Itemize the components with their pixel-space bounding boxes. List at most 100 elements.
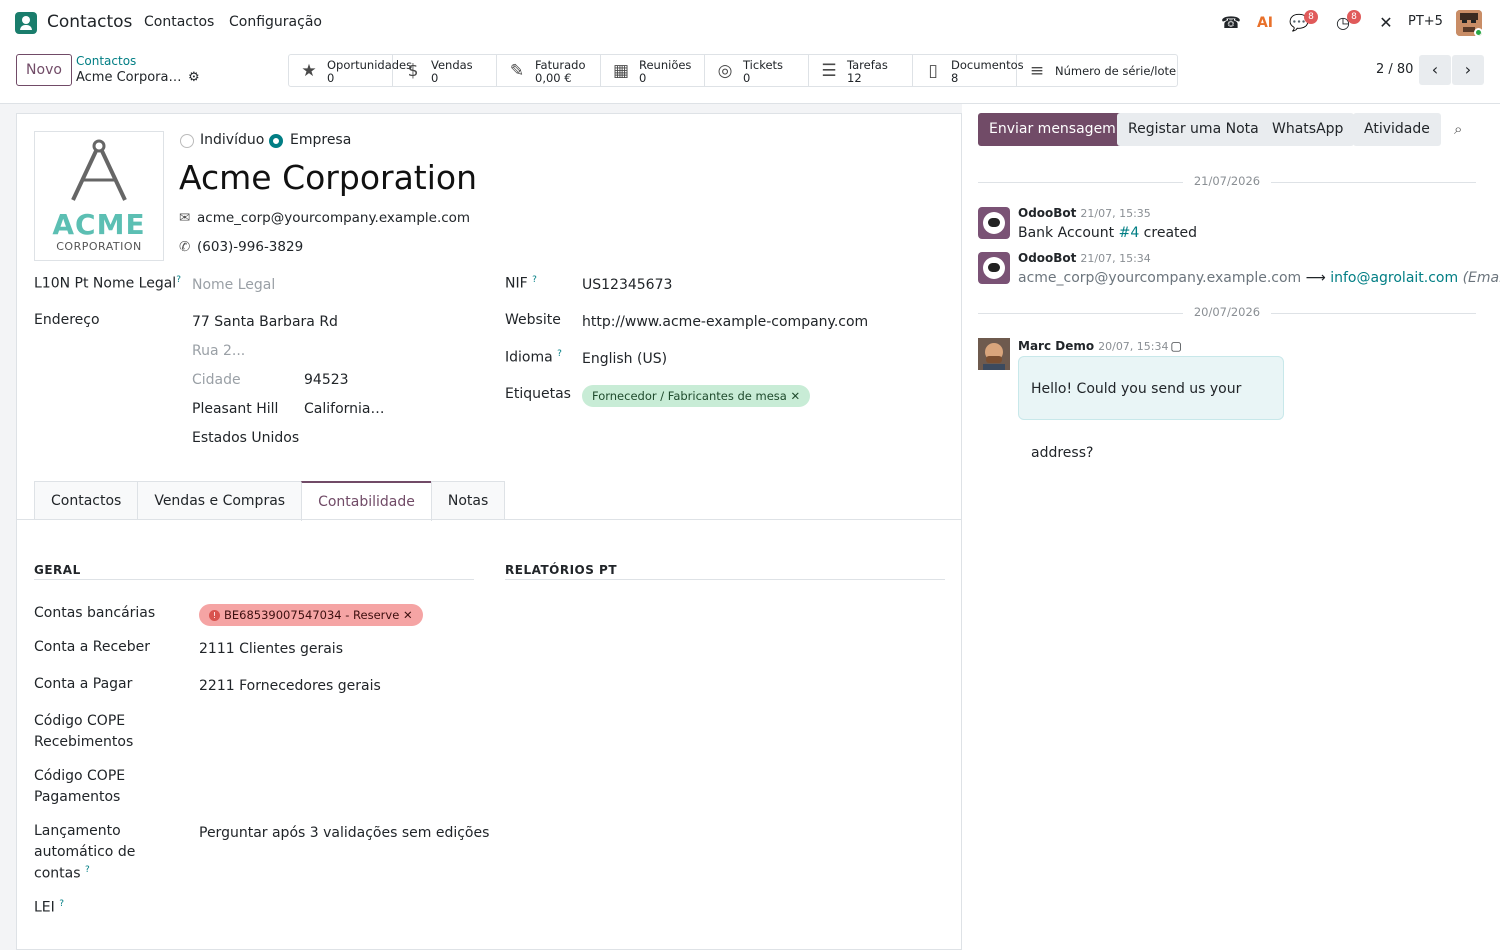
date-separator: 21/07/2026 (978, 174, 1476, 190)
activity-button[interactable]: Atividade (1353, 113, 1441, 146)
new-value-link[interactable]: info@agrolait.com (1330, 270, 1459, 286)
help-icon[interactable]: ? (532, 275, 537, 285)
bank-account-link[interactable]: #4 (1118, 225, 1140, 241)
smart-value: 0 (743, 71, 751, 85)
smart-button-faturado[interactable]: ✎ Faturado 0,00 € (497, 55, 601, 86)
help-icon[interactable]: ? (84, 865, 90, 875)
legal-name-input[interactable]: Nome Legal (192, 277, 276, 293)
radio-company-label[interactable]: Empresa (290, 132, 352, 148)
city-input[interactable]: Pleasant Hill (192, 401, 279, 417)
receivable-label: Conta a Receber (34, 639, 151, 655)
vat-input[interactable]: US12345673 (582, 277, 673, 293)
discuss-icon[interactable]: 💬 (1289, 13, 1309, 32)
smart-value: 0,00 € (535, 71, 572, 85)
tab-vendas-compras[interactable]: Vendas e Compras (137, 481, 303, 520)
phone-value: (603)-996-3829 (197, 239, 304, 255)
invoice-edit-icon: ✎ (509, 61, 525, 81)
country-select[interactable]: Estados Unidos (192, 430, 300, 446)
gear-icon[interactable]: ⚙ (188, 70, 200, 85)
log-note-button[interactable]: Registar uma Nota (1117, 113, 1270, 146)
pager-previous-icon[interactable]: ‹ (1419, 55, 1451, 85)
menu-contactos[interactable]: Contactos (144, 14, 215, 30)
language-select[interactable]: English (US) (582, 351, 668, 367)
company-name-field[interactable]: Acme Corporation (179, 158, 478, 197)
tag-fornecedor[interactable]: Fornecedor / Fabricantes de mesa ✕ (582, 385, 811, 407)
payable-select[interactable]: 2211 Fornecedores gerais (199, 678, 381, 694)
lei-label: LEI ? (34, 899, 65, 916)
app-name[interactable]: Contactos (47, 12, 133, 32)
company-logo[interactable]: ACME CORPORATION (34, 131, 164, 261)
tab-notas[interactable]: Notas (430, 481, 506, 520)
payable-label: Conta a Pagar (34, 676, 133, 692)
tab-contactos[interactable]: Contactos (34, 481, 139, 520)
tab-divider (17, 519, 961, 520)
smart-value: 0 (639, 71, 647, 85)
smart-button-reunioes[interactable]: ▦ Reuniões 0 (601, 55, 705, 86)
bank-accounts-label: Contas bancárias (34, 605, 156, 621)
street-input[interactable]: 77 Santa Barbara Rd (192, 314, 338, 330)
cope-receipts-label-2: Recebimentos (34, 734, 134, 750)
smart-button-lotes[interactable]: ≡ Número de série/lote (1017, 55, 1177, 86)
logo-text: ACME (52, 208, 146, 241)
auto-post-select[interactable]: Perguntar após 3 validações sem edições (199, 825, 490, 841)
section-divider (34, 579, 474, 580)
discuss-badge: 8 (1304, 10, 1318, 24)
zip-input[interactable]: 94523 (304, 372, 349, 388)
user-avatar[interactable] (1456, 10, 1482, 36)
tools-icon[interactable]: ✕ (1379, 13, 1393, 32)
email-field[interactable]: ✉ acme_corp@yourcompany.example.com (179, 210, 470, 226)
dollar-icon: $ (407, 61, 419, 81)
remove-tag-icon[interactable]: ✕ (790, 389, 801, 403)
contacts-app-icon[interactable] (15, 12, 37, 34)
message-body: Bank Account #4 created (1018, 225, 1198, 241)
street2-input[interactable]: Rua 2... (192, 343, 246, 359)
help-icon[interactable]: ? (557, 349, 562, 359)
message-author: OdooBot 21/07, 15:34 (1018, 251, 1151, 265)
smart-label: Tickets (743, 58, 784, 72)
city-placeholder-input[interactable]: Cidade (192, 372, 241, 388)
pager-value[interactable]: 2 / 80 (1376, 62, 1414, 77)
phone-icon: ✆ (179, 239, 191, 255)
activity-clock-icon[interactable]: ◷ (1336, 13, 1350, 32)
tab-contabilidade[interactable]: Contabilidade (301, 481, 432, 521)
message-author: OdooBot 21/07, 15:35 (1018, 206, 1151, 220)
smart-button-tickets[interactable]: ◎ Tickets 0 (705, 55, 809, 86)
smart-value: 12 (847, 71, 862, 85)
smart-button-documentos[interactable]: ▯ Documentos 8 (913, 55, 1024, 86)
company-switcher[interactable]: PT+5 (1408, 14, 1443, 29)
smart-value: 0 (327, 71, 335, 85)
smart-button-tarefas[interactable]: ☰ Tarefas 12 (809, 55, 913, 86)
compass-logo-icon (71, 139, 127, 201)
bank-account-tag[interactable]: ! BE68539007547034 - Reserve ✕ (199, 604, 423, 626)
smart-button-vendas[interactable]: $ Vendas 0 (393, 55, 497, 86)
remove-tag-icon[interactable]: ✕ (402, 608, 413, 622)
new-button[interactable]: Novo (16, 54, 72, 86)
receivable-select[interactable]: 2111 Clientes gerais (199, 641, 343, 657)
menu-configuracao[interactable]: Configuração (229, 14, 322, 30)
search-icon[interactable]: ⌕ (1454, 120, 1463, 138)
send-message-button[interactable]: Enviar mensagem (978, 113, 1127, 146)
radio-individual[interactable] (180, 134, 194, 148)
arrow-right-icon: ⟶ (1305, 270, 1326, 286)
smart-button-oportunidades[interactable]: ★ Oportunidades 0 (289, 55, 412, 86)
smart-label: Oportunidades (327, 58, 413, 72)
old-value: acme_corp@yourcompany.example.com (1018, 270, 1302, 286)
warning-icon: ! (209, 610, 220, 621)
smart-label: Documentos (951, 58, 1024, 72)
auto-post-label-2: automático de (34, 844, 136, 860)
ai-icon[interactable]: AI (1256, 15, 1274, 31)
phone-field[interactable]: ✆ (603)-996-3829 (179, 239, 303, 255)
separator-line (1271, 182, 1476, 183)
breadcrumb-parent[interactable]: Contactos (76, 54, 137, 68)
section-general-title: GERAL (34, 563, 81, 577)
whatsapp-button[interactable]: WhatsApp (1261, 113, 1355, 146)
radio-company[interactable] (269, 134, 283, 148)
state-select[interactable]: California… (304, 401, 385, 417)
control-panel: Novo Contactos Acme Corpora… ⚙ ★ Oportun… (0, 46, 1500, 104)
help-icon[interactable]: ? (176, 275, 181, 285)
phone-icon[interactable]: ☎ (1221, 13, 1241, 32)
pager-next-icon[interactable]: › (1452, 55, 1484, 85)
help-icon[interactable]: ? (59, 899, 65, 909)
radio-individual-label[interactable]: Indivíduo (200, 132, 265, 148)
website-input[interactable]: http://www.acme-example-company.com (582, 314, 869, 330)
